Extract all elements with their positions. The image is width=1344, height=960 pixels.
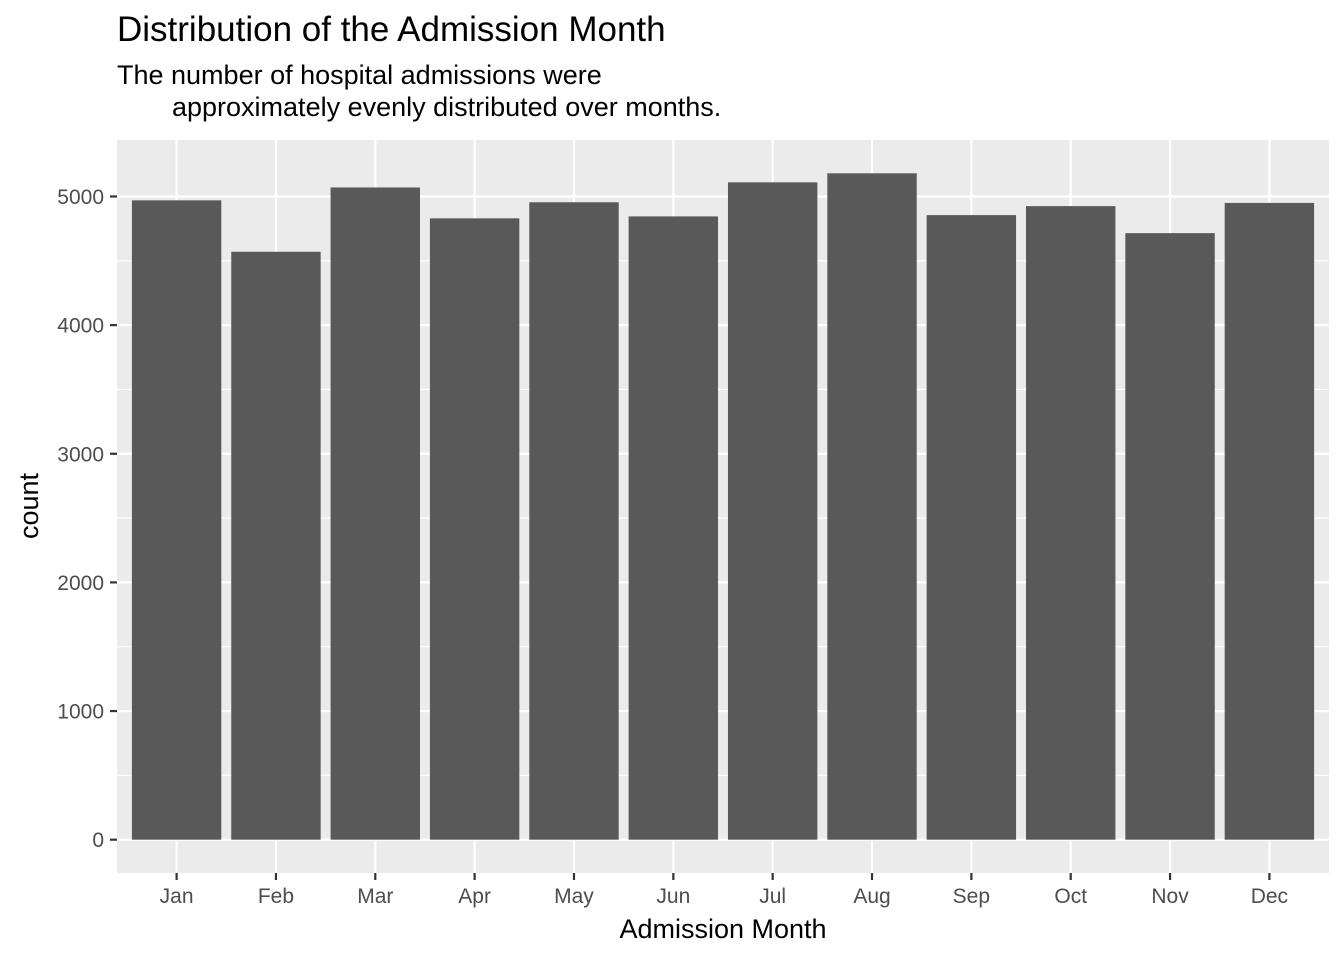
bar-aug <box>827 173 917 840</box>
x-tick-label: Jun <box>656 885 690 908</box>
x-tick-label: Mar <box>357 885 393 908</box>
x-axis: Jan Feb Mar Apr May Jun Jul Aug Sep Oct Nov Dec <box>160 873 1288 908</box>
bar-may <box>529 202 619 840</box>
bar-nov <box>1125 233 1215 840</box>
y-tick-label: 2000 <box>57 572 104 595</box>
y-tick-label: 4000 <box>57 315 104 338</box>
y-tick-label: 1000 <box>57 701 104 724</box>
bar-jun <box>628 216 719 840</box>
bar-mar <box>330 187 420 840</box>
y-tick-label: 0 <box>92 829 104 852</box>
x-tick-label: Dec <box>1251 885 1288 908</box>
bar-feb <box>231 251 321 840</box>
chart-subtitle-line-2: approximately evenly distributed over mo… <box>172 92 721 122</box>
bar-dec <box>1224 202 1315 840</box>
bar-jan <box>131 200 222 840</box>
chart-subtitle-line-1: The number of hospital admissions were <box>117 60 602 90</box>
bar-jul <box>727 182 818 840</box>
bar-sep <box>926 215 1017 840</box>
x-tick-label: Apr <box>458 885 491 908</box>
x-tick-label: Sep <box>953 885 990 908</box>
y-axis: 0 1000 2000 3000 4000 5000 <box>57 186 117 852</box>
bar-oct <box>1026 206 1116 840</box>
bars <box>131 173 1315 840</box>
x-tick-label: Aug <box>853 885 890 908</box>
chart-title: Distribution of the Admission Month <box>117 10 666 49</box>
y-axis-title: count <box>14 472 44 539</box>
x-tick-label: Nov <box>1151 885 1189 908</box>
x-axis-title: Admission Month <box>619 914 826 944</box>
x-tick-label: Jan <box>160 885 194 908</box>
y-tick-label: 3000 <box>57 443 104 466</box>
bar-apr <box>429 218 520 840</box>
x-tick-label: Oct <box>1054 885 1087 908</box>
x-tick-label: Jul <box>759 885 786 908</box>
x-tick-label: Feb <box>258 885 294 908</box>
y-tick-label: 5000 <box>57 186 104 209</box>
x-tick-label: May <box>554 885 594 908</box>
